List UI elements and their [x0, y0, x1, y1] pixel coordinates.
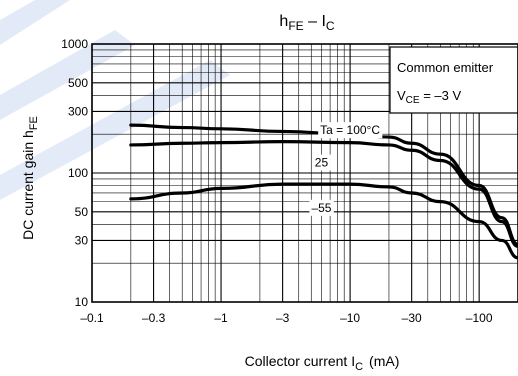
legend: Common emitter VCE = –3 V	[389, 46, 518, 114]
x-tick-label: –0.3	[142, 311, 166, 325]
chart-title: hFE – IC	[279, 13, 334, 33]
series-label-bg-0	[318, 122, 383, 139]
series-label-bg-2	[309, 199, 334, 216]
x-tick-label: –1	[214, 311, 228, 325]
legend-line-2: VCE = –3 V	[397, 88, 461, 106]
y-tick-label: 50	[75, 205, 89, 219]
y-tick-label: 100	[68, 166, 88, 180]
y-tick-label: 30	[75, 233, 89, 247]
tick-labels: –0.1 –0.3 –1 –3 –10 –30 –100 1000 500 300 100 50 30 1…	[61, 37, 493, 325]
x-tick-label: –10	[340, 311, 360, 325]
y-tick-label: 300	[68, 104, 88, 118]
x-tick-label: –3	[276, 311, 290, 325]
series-line-2	[129, 182, 518, 260]
series-label-1: 25	[315, 156, 329, 170]
series-label-0: Ta = 100°C	[320, 123, 380, 137]
series-label-2: –55	[311, 201, 331, 215]
x-tick-label: –0.1	[80, 311, 104, 325]
y-tick-label: 500	[68, 76, 88, 90]
legend-line-1: Common emitter	[397, 60, 494, 75]
plot-frame	[91, 43, 518, 303]
watermark	[0, 0, 230, 200]
legend-box	[389, 46, 518, 114]
series: Ta = 100°C 25 –55	[129, 122, 518, 260]
x-tick-label: –30	[402, 311, 422, 325]
x-tick-label: –100	[466, 311, 493, 325]
x-axis-label: Collector current IC (mA)	[245, 353, 400, 373]
series-label-bg-1	[312, 154, 331, 171]
y-tick-label: 10	[75, 295, 89, 309]
y-axis-label: DC current gain hFE	[20, 116, 40, 240]
series-line-0	[129, 123, 518, 246]
series-line-1	[129, 140, 518, 248]
y-tick-label: 1000	[61, 37, 88, 51]
